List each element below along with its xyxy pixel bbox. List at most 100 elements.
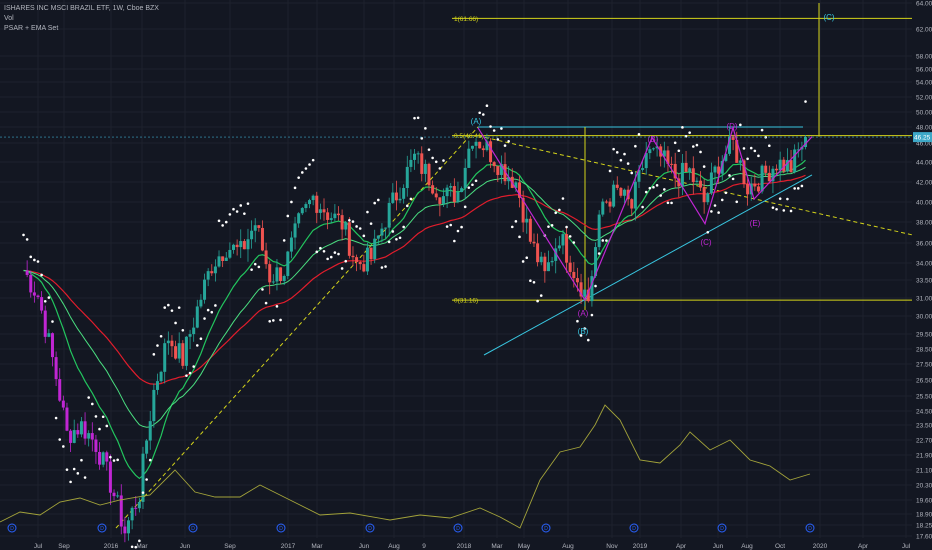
- y-tick-label: 46.00: [916, 141, 932, 148]
- candle-body: [141, 453, 145, 502]
- psar-dot: [594, 284, 597, 288]
- x-tick-label: May: [518, 543, 531, 550]
- psar-dot: [377, 198, 380, 202]
- psar-dot: [597, 252, 601, 255]
- candle-body: [65, 407, 69, 431]
- candle-body: [210, 271, 214, 274]
- psar-dot: [398, 236, 402, 240]
- candle-body: [612, 184, 616, 207]
- candle-body: [188, 334, 192, 337]
- psar-dot: [286, 214, 290, 218]
- y-tick-label: 48.00: [916, 125, 932, 132]
- candle-body: [793, 149, 797, 173]
- x-tick-label: 2018: [457, 543, 472, 550]
- candle-body: [778, 159, 782, 171]
- candle-body: [112, 492, 116, 497]
- x-tick-label: Aug: [562, 543, 574, 550]
- dashed-downtrend: [477, 135, 913, 236]
- candle-body: [434, 193, 438, 198]
- candle-body: [709, 172, 713, 194]
- psar-dot: [170, 309, 174, 312]
- y-tick-label: 50.00: [916, 110, 932, 117]
- psar-dot: [804, 100, 807, 103]
- psar-dot: [405, 204, 409, 208]
- event-marker-label: D: [544, 526, 548, 532]
- wave-label: (E): [750, 219, 761, 228]
- psar-dot: [319, 246, 322, 250]
- candle-body: [351, 255, 355, 258]
- candle-body: [268, 264, 272, 283]
- candle-body: [496, 166, 500, 175]
- x-tick-label: 2017: [281, 543, 296, 550]
- candle-body: [756, 186, 760, 192]
- psar-dot: [94, 415, 98, 418]
- candle-body: [615, 184, 619, 188]
- event-marker: [805, 523, 815, 533]
- psar-dot: [782, 209, 786, 212]
- psar-dot: [344, 259, 348, 263]
- candle-body: [641, 168, 645, 170]
- psar-dot: [590, 313, 594, 317]
- psar-dot: [525, 256, 529, 260]
- psar-dot: [348, 218, 351, 222]
- candle-body: [94, 439, 98, 452]
- psar-dot: [228, 213, 232, 216]
- psar-dot: [43, 299, 47, 303]
- psar-dot: [304, 167, 308, 170]
- candle-body: [177, 343, 181, 359]
- y-tick-label: 58.00: [916, 54, 932, 61]
- candle-body: [695, 180, 699, 183]
- psar-dot: [771, 206, 775, 209]
- candle-body: [137, 501, 141, 509]
- x-tick-label: Nov: [606, 543, 618, 550]
- psar-dot: [279, 318, 282, 322]
- psar-dot: [311, 158, 315, 162]
- candle-body: [550, 260, 554, 263]
- psar-dot: [40, 273, 43, 277]
- psar-dot: [644, 190, 648, 194]
- x-tick-label: Sep: [224, 543, 236, 550]
- psar-dot: [753, 149, 757, 153]
- candle-body: [413, 153, 417, 160]
- psar-dot: [214, 304, 217, 307]
- candle-body: [489, 141, 493, 163]
- candle-body: [380, 228, 384, 236]
- candle-body: [184, 336, 188, 366]
- candle-body: [264, 250, 268, 265]
- psar-dot: [659, 194, 663, 197]
- psar-dot: [663, 188, 666, 191]
- psar-dot: [619, 158, 623, 162]
- event-marker: [7, 523, 17, 533]
- psar-dot: [529, 279, 532, 282]
- candle-body: [557, 245, 561, 249]
- psar-dot: [91, 402, 94, 406]
- x-tick-label: 2020: [813, 543, 828, 550]
- candle-body: [76, 430, 80, 435]
- psar-dot: [576, 319, 579, 323]
- candle-body: [145, 440, 149, 454]
- psar-dot: [601, 239, 605, 242]
- candle-body: [260, 227, 264, 251]
- psar-dot: [329, 255, 333, 259]
- candle-body: [47, 333, 51, 337]
- candle-body: [594, 247, 598, 277]
- candle-body: [746, 183, 750, 195]
- psar-dot: [655, 184, 659, 187]
- x-tick-label: Jul: [34, 543, 43, 550]
- candle-body: [644, 153, 648, 169]
- candle-body: [684, 162, 688, 172]
- psar-dot: [22, 233, 25, 237]
- candle-body: [217, 256, 221, 267]
- candle-body: [286, 251, 290, 276]
- candle-body: [481, 148, 485, 151]
- psar-dot: [366, 210, 369, 214]
- psar-dot: [409, 197, 413, 201]
- candle-body: [546, 262, 550, 272]
- psar-dot: [583, 327, 586, 330]
- legend-title: ISHARES INC MSCI BRAZIL ETF, 1W, Cboe BZ…: [4, 5, 159, 12]
- psar-dot: [384, 265, 387, 268]
- candle-body: [463, 167, 467, 189]
- event-marker: [276, 523, 286, 533]
